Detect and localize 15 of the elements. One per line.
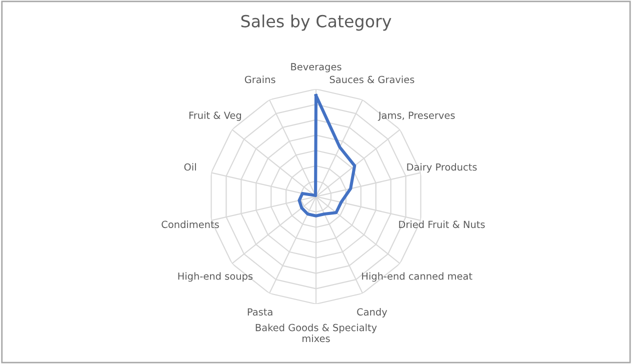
spoke-label: High-end soups xyxy=(178,272,253,282)
spoke-label: Jams, Preserves xyxy=(378,112,455,121)
chart-title: Sales by Category xyxy=(241,14,392,31)
spoke-label: Oil xyxy=(184,163,196,171)
spoke-label: High-end canned meat xyxy=(362,272,472,282)
spoke-label: Beverages xyxy=(291,63,342,72)
spoke-label: Pasta xyxy=(248,308,272,316)
spoke-label: Grains xyxy=(244,76,276,84)
spoke-label: Dried Fruit & Nuts xyxy=(399,220,485,228)
spoke-label: Baked Goods & Specialty mixes xyxy=(256,324,377,342)
spoke-label: Condiments xyxy=(162,220,219,228)
spoke-label: Fruit & Veg xyxy=(189,111,241,121)
spoke-label: Dairy Products xyxy=(407,163,477,173)
spoke-label: Sauces & Gravies xyxy=(330,76,414,84)
spoke-label: Candy xyxy=(357,308,388,318)
